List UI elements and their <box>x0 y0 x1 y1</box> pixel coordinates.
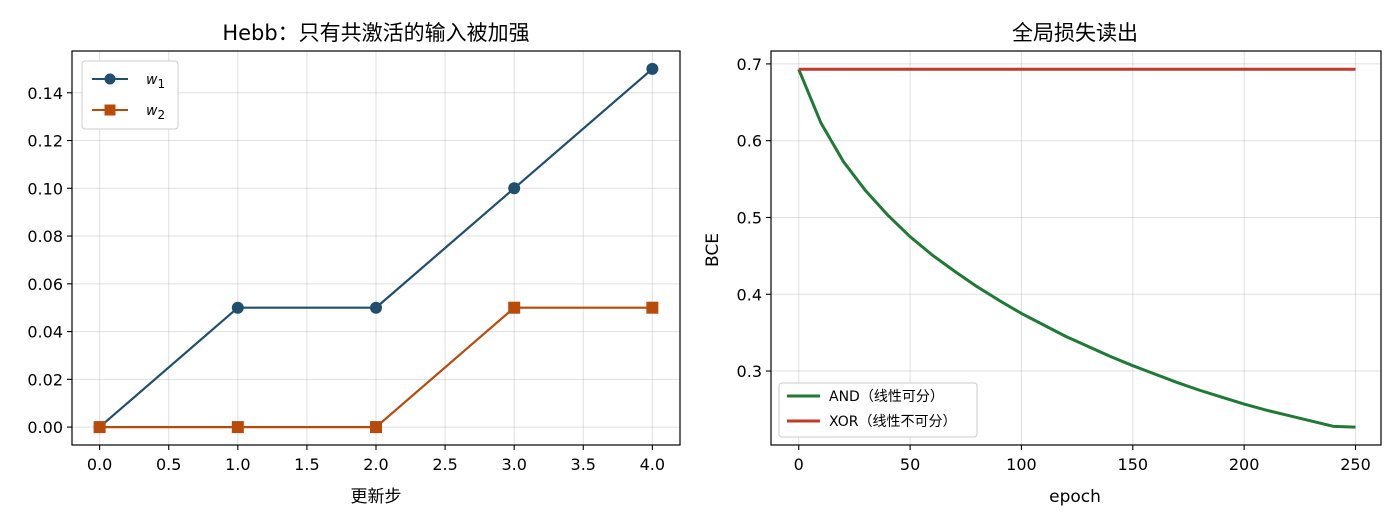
x-tick-label: 50 <box>900 455 920 474</box>
data-point-w1 <box>231 301 244 314</box>
x-tick-label: 1.5 <box>294 455 319 474</box>
data-point-w2 <box>231 421 244 434</box>
x-tick-label: 3.0 <box>501 455 526 474</box>
y-tick-label: 0.06 <box>27 275 63 294</box>
x-axis-ticks: 0.0 0.5 1.0 1.5 2.0 2.5 3.0 3.5 4.0 <box>87 445 665 474</box>
data-point-w1 <box>646 62 659 75</box>
x-tick-label: 100 <box>1006 455 1037 474</box>
y-axis-ticks: 0.00 0.02 0.04 0.06 0.08 0.10 0.12 0.14 <box>27 84 72 437</box>
plot-frame <box>770 50 1382 446</box>
x-tick-label: 2.0 <box>363 455 388 474</box>
y-tick-label: 0.6 <box>737 132 762 151</box>
y-tick-label: 0.02 <box>27 370 63 389</box>
series-line-and <box>797 68 1356 429</box>
y-tick-label: 0.00 <box>27 418 63 437</box>
x-tick-label: 1.0 <box>225 455 250 474</box>
x-tick-label: 200 <box>1229 455 1260 474</box>
legend-marker-w1 <box>104 73 116 85</box>
legend-marker-w2 <box>104 104 116 116</box>
legend-box <box>778 382 978 438</box>
data-point-w1 <box>370 301 382 314</box>
grid <box>771 51 1381 445</box>
chart-title: Hebb：只有共激活的输入被加强 <box>222 21 529 45</box>
x-tick-label: 0 <box>794 455 804 474</box>
chart-hebb-weights: Hebb：只有共激活的输入被加强 0.0 0.5 1.0 1.5 2.0 2.5 3.0 3.… <box>27 21 681 507</box>
y-tick-label: 0.5 <box>737 208 762 227</box>
y-tick-label: 0.04 <box>27 323 63 342</box>
x-axis-label: epoch <box>1049 487 1101 507</box>
x-tick-label: 3.5 <box>571 455 596 474</box>
y-axis-label: BCE <box>703 233 723 267</box>
series-markers <box>93 62 659 434</box>
x-axis-label: 更新步 <box>351 487 402 507</box>
x-tick-label: 0.0 <box>87 455 112 474</box>
chart-global-loss: 全局损失读出 0 50 100 150 200 250 0.3 0.4 0.5 0.6 0.7 e… <box>703 21 1382 507</box>
y-tick-label: 0.7 <box>737 55 762 74</box>
y-axis-ticks: 0.3 0.4 0.5 0.6 0.7 <box>737 55 771 381</box>
series-lines <box>797 67 1356 429</box>
legend: AND（线性可分） XOR（线性不可分） <box>778 382 978 438</box>
data-point-w2 <box>508 301 521 314</box>
y-tick-label: 0.08 <box>27 227 63 246</box>
y-tick-label: 0.12 <box>27 132 63 151</box>
y-tick-label: 0.10 <box>27 179 63 198</box>
x-tick-label: 4.0 <box>640 455 665 474</box>
chart-title: 全局损失读出 <box>1012 21 1138 45</box>
data-point-w1 <box>508 182 521 195</box>
y-tick-label: 0.14 <box>27 84 63 103</box>
legend-label-w1: w1 <box>146 72 165 91</box>
legend-label-and: AND（线性可分） <box>829 389 944 405</box>
x-tick-label: 2.5 <box>432 455 457 474</box>
y-tick-label: 0.4 <box>737 285 762 304</box>
x-axis-ticks: 0 50 100 150 200 250 <box>794 445 1371 474</box>
x-tick-label: 0.5 <box>156 455 181 474</box>
legend: w1 w2 <box>81 60 179 130</box>
data-point-w2 <box>646 301 659 314</box>
data-point-w2 <box>93 421 106 434</box>
data-point-w2 <box>370 421 382 434</box>
legend-label-w2: w2 <box>146 103 165 122</box>
x-tick-label: 250 <box>1340 455 1371 474</box>
legend-label-xor: XOR（线性不可分） <box>829 414 956 430</box>
x-tick-label: 150 <box>1118 455 1149 474</box>
y-tick-label: 0.3 <box>737 362 762 381</box>
